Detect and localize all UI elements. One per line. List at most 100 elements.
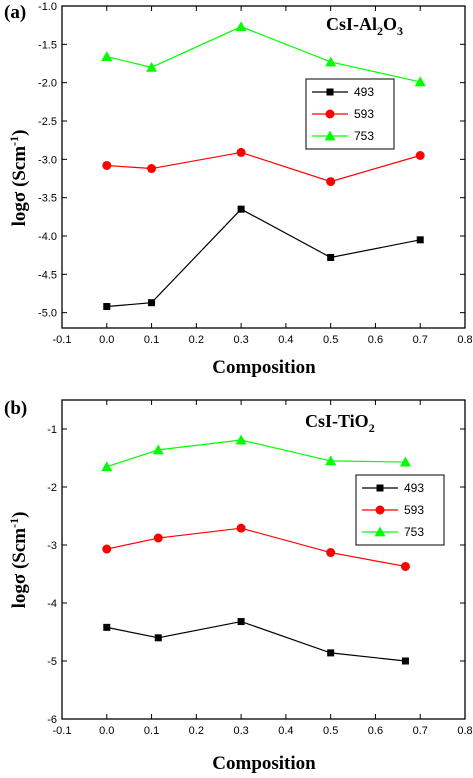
panel-a-x-tick-label: 0.4	[278, 334, 293, 346]
panel-a-x-tick-label: 0.7	[413, 334, 428, 346]
panel-b-series-493-point	[103, 623, 111, 631]
panel-b-y-axis-title: logσ (Scm-1)	[7, 512, 30, 609]
panel-a-y-axis-title-close: )	[9, 130, 30, 136]
panel-a-y-axis: -5.0 -4.5 -4.0 -3.5 -3.0 -2.5 -2.0 -1.5 -1.0	[38, 1, 465, 320]
panel-a-series-593-point	[415, 151, 425, 160]
chart-panel-b: (b) -0.1 0.0 0.1 0.2 0.3 0.4 0.5 0.6 0.7 0.8 -6 -5…	[4, 398, 473, 774]
panel-b-legend: 493 593 753	[355, 474, 445, 546]
panel-a-y-tick-label: -4.5	[38, 269, 57, 281]
panel-a-label: (a)	[4, 2, 26, 23]
panel-b-x-tick-label: 0.3	[233, 725, 248, 737]
panel-a-x-tick-label: -0.1	[53, 334, 72, 346]
panel-b-label: (b)	[4, 398, 27, 419]
panel-b-series-493-point	[327, 649, 335, 657]
panel-a-x-axis: -0.1 0.0 0.1 0.2 0.3 0.4 0.5 0.6 0.7 0.8	[53, 6, 473, 346]
panel-b-x-axis: -0.1 0.0 0.1 0.2 0.3 0.4 0.5 0.6 0.7 0.8	[53, 400, 473, 737]
panel-b-series-493-line	[106, 620, 406, 662]
panel-a-series-593-point	[102, 160, 112, 170]
panel-a-x-tick-label: 0.3	[233, 334, 248, 346]
panel-b-series-753-point	[235, 434, 247, 445]
panel-a-title-main: CsI-Al	[326, 14, 377, 34]
panel-b-series-markers	[101, 434, 411, 665]
panel-a-legend-marker-493	[326, 88, 334, 96]
panel-a-y-tick-label: -1.0	[38, 1, 57, 13]
panel-a-y-tick-label: -2.5	[38, 116, 57, 128]
panel-a-legend-marker-753	[324, 130, 336, 141]
panel-a-y-axis-title: logσ (Scm-1)	[7, 130, 30, 227]
panel-a-y-tick-label: -3.5	[38, 193, 57, 205]
panel-a-x-tick-label: 0.0	[99, 334, 114, 346]
panel-b-legend-label-753: 753	[404, 525, 424, 539]
panel-a-series-753-point	[325, 56, 337, 67]
panel-a-x-tick-label: 0.5	[323, 334, 338, 346]
panel-b-y-axis-title-sup: -1	[7, 518, 21, 528]
panel-b-plot-frame	[61, 399, 466, 720]
panel-b-title-sub: 2	[369, 421, 375, 435]
panel-b-legend-label-593: 593	[404, 503, 424, 517]
panel-b-legend-marker-593	[375, 505, 385, 515]
panel-a-y-axis-title-sup: -1	[7, 136, 21, 146]
panel-a-title-sub: 2	[377, 24, 383, 38]
panel-a-series-593-point	[236, 147, 246, 157]
panel-b-series-753-point	[101, 461, 113, 472]
panel-a-series-493-line	[106, 208, 421, 308]
panel-b-title-main: CsI-TiO	[305, 411, 369, 431]
panel-b-series-lines	[106, 439, 406, 662]
panel-b-series-493-point	[401, 657, 409, 665]
panel-a-legend-label-753: 753	[354, 129, 374, 143]
panel-a-legend-label-593: 593	[354, 107, 374, 121]
panel-b-legend-label-493: 493	[404, 481, 424, 495]
panel-a-title-mid: O	[383, 14, 397, 34]
panel-b-y-axis-title-close: )	[9, 512, 30, 518]
panel-a-x-tick-label: 0.6	[368, 334, 383, 346]
panel-b-series-593-point	[326, 548, 336, 558]
panel-b-x-tick-label: 0.6	[368, 725, 383, 737]
panel-b-series-593-point	[400, 561, 410, 571]
panel-b-x-axis-title: Composition	[212, 753, 316, 774]
panel-b-series-753-point	[152, 444, 164, 455]
panel-a-y-tick-label: -2.0	[38, 78, 57, 90]
panel-a-legend-label-493: 493	[354, 85, 374, 99]
panel-a-series-493-point	[237, 205, 245, 213]
panel-b-series-493-point	[154, 634, 162, 642]
panel-a-series-493-point	[416, 236, 424, 244]
panel-a-y-tick-label: -5.0	[38, 308, 57, 320]
panel-b-series-753-point	[325, 455, 337, 466]
panel-a-y-tick-label: -3.0	[38, 154, 57, 166]
panel-a-y-tick-label: -1.5	[38, 39, 57, 51]
panel-b-y-tick-label: -4	[47, 598, 57, 610]
panel-a-series-593-point	[326, 177, 336, 187]
panel-a-x-tick-label: 0.1	[144, 334, 159, 346]
panel-a-series-markers	[101, 21, 426, 311]
panel-a-series-493-point	[327, 253, 335, 261]
panel-a-y-tick-label: -4.0	[38, 231, 57, 243]
panel-a-series-593-point	[147, 164, 157, 174]
panel-b-series-753-point	[399, 456, 411, 467]
panel-a-x-tick-label: 0.2	[189, 334, 204, 346]
panel-b-y-tick-label: -2	[47, 482, 57, 494]
panel-a-series-753-line	[106, 26, 421, 83]
panel-b-x-tick-label: 0.0	[99, 725, 114, 737]
panel-a-plot-frame	[61, 5, 466, 329]
panel-b-x-tick-label: 0.7	[413, 725, 428, 737]
panel-a-title: CsI-Al2O3	[326, 14, 403, 38]
panel-b-x-tick-label: 0.4	[278, 725, 293, 737]
panel-a-legend: 493 593 753	[305, 78, 395, 150]
panel-a-series-493-point	[103, 303, 111, 311]
panel-b-x-tick-label: 0.1	[144, 725, 159, 737]
panel-b-x-tick-label: 0.8	[457, 725, 472, 737]
panel-b-x-tick-label: 0.5	[323, 725, 338, 737]
panel-a-y-axis-title-main: logσ (Scm	[9, 146, 30, 227]
panel-b-title: CsI-TiO2	[305, 411, 375, 435]
panel-b-x-tick-label: -0.1	[53, 725, 72, 737]
panel-a-x-tick-label: 0.8	[457, 334, 472, 346]
panel-a-title-sub2: 3	[397, 24, 403, 38]
panel-a-legend-marker-593	[325, 109, 335, 119]
panel-b-y-axis: -6 -5 -4 -3 -2 -1	[47, 424, 465, 726]
panel-a-series-753-point	[101, 51, 113, 61]
panel-b-legend-marker-753	[374, 526, 386, 537]
panel-b-y-tick-label: -6	[47, 714, 57, 726]
panel-b-y-tick-label: -3	[47, 540, 57, 552]
panel-b-series-753-line	[106, 439, 406, 468]
panel-b-series-493-point	[237, 618, 245, 626]
